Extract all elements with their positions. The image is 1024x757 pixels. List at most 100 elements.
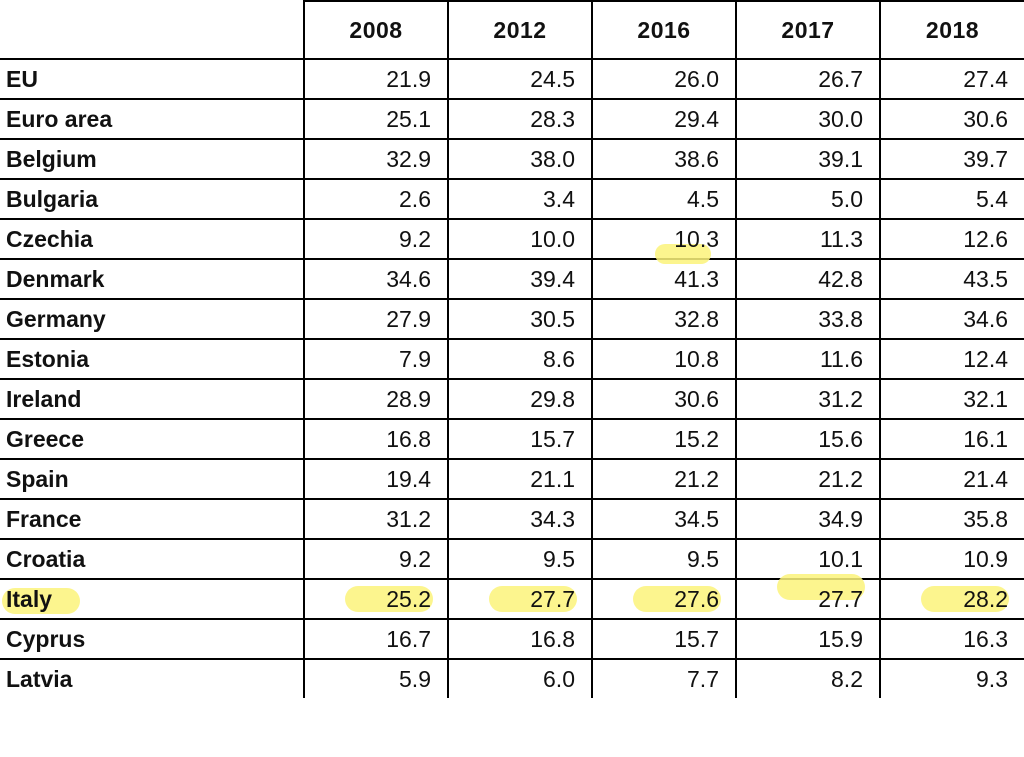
- row-label: Estonia: [0, 339, 304, 379]
- cell-value: 21.1: [448, 459, 592, 499]
- cell-value: 34.9: [736, 499, 880, 539]
- cell-value: 30.0: [736, 99, 880, 139]
- cell-value: 21.9: [304, 59, 448, 99]
- cell-value: 34.3: [448, 499, 592, 539]
- table-row: Cyprus16.716.815.715.916.3: [0, 619, 1024, 659]
- header-col-0: 2008: [304, 1, 448, 59]
- cell-value: 38.6: [592, 139, 736, 179]
- cell-value: 27.6: [592, 579, 736, 619]
- cell-value: 28.3: [448, 99, 592, 139]
- cell-value: 30.6: [880, 99, 1024, 139]
- cell-value: 10.1: [736, 539, 880, 579]
- cell-value: 9.2: [304, 219, 448, 259]
- table-row: Euro area25.128.329.430.030.6: [0, 99, 1024, 139]
- header-blank: [0, 1, 304, 59]
- cell-value: 28.2: [880, 579, 1024, 619]
- row-label: Ireland: [0, 379, 304, 419]
- cell-value: 21.2: [592, 459, 736, 499]
- cell-value: 12.6: [880, 219, 1024, 259]
- cell-value: 31.2: [736, 379, 880, 419]
- cell-value: 25.1: [304, 99, 448, 139]
- table-row: France31.234.334.534.935.8: [0, 499, 1024, 539]
- cell-value: 9.5: [592, 539, 736, 579]
- table-row: EU21.924.526.026.727.4: [0, 59, 1024, 99]
- row-label: Cyprus: [0, 619, 304, 659]
- cell-value: 28.9: [304, 379, 448, 419]
- cell-value: 27.7: [736, 579, 880, 619]
- cell-value: 32.8: [592, 299, 736, 339]
- cell-value: 42.8: [736, 259, 880, 299]
- cell-value: 10.3: [592, 219, 736, 259]
- cell-value: 30.5: [448, 299, 592, 339]
- cell-value: 38.0: [448, 139, 592, 179]
- row-label: Greece: [0, 419, 304, 459]
- header-row: 2008 2012 2016 2017 2018: [0, 1, 1024, 59]
- row-label: Germany: [0, 299, 304, 339]
- data-table: 2008 2012 2016 2017 2018 EU21.924.526.02…: [0, 0, 1024, 698]
- cell-value: 34.6: [304, 259, 448, 299]
- cell-value: 34.5: [592, 499, 736, 539]
- cell-value: 6.0: [448, 659, 592, 698]
- row-label: Bulgaria: [0, 179, 304, 219]
- cell-value: 8.2: [736, 659, 880, 698]
- row-label: Belgium: [0, 139, 304, 179]
- cell-value: 26.7: [736, 59, 880, 99]
- cell-value: 16.7: [304, 619, 448, 659]
- cell-value: 41.3: [592, 259, 736, 299]
- cell-value: 3.4: [448, 179, 592, 219]
- header-col-1: 2012: [448, 1, 592, 59]
- row-label: Spain: [0, 459, 304, 499]
- table-row: Greece16.815.715.215.616.1: [0, 419, 1024, 459]
- table-row: Croatia9.29.59.510.110.9: [0, 539, 1024, 579]
- row-label: France: [0, 499, 304, 539]
- table-row: Estonia7.98.610.811.612.4: [0, 339, 1024, 379]
- table-row: Czechia9.210.010.311.312.6: [0, 219, 1024, 259]
- cell-value: 9.5: [448, 539, 592, 579]
- cell-value: 10.9: [880, 539, 1024, 579]
- row-label: EU: [0, 59, 304, 99]
- cell-value: 9.3: [880, 659, 1024, 698]
- cell-value: 11.3: [736, 219, 880, 259]
- cell-value: 26.0: [592, 59, 736, 99]
- table-row: Belgium32.938.038.639.139.7: [0, 139, 1024, 179]
- cell-value: 16.3: [880, 619, 1024, 659]
- cell-value: 29.8: [448, 379, 592, 419]
- cell-value: 4.5: [592, 179, 736, 219]
- cell-value: 21.4: [880, 459, 1024, 499]
- cell-value: 27.4: [880, 59, 1024, 99]
- table-row: Ireland28.929.830.631.232.1: [0, 379, 1024, 419]
- row-label: Euro area: [0, 99, 304, 139]
- cell-value: 21.2: [736, 459, 880, 499]
- row-label: Croatia: [0, 539, 304, 579]
- cell-value: 7.9: [304, 339, 448, 379]
- cell-value: 43.5: [880, 259, 1024, 299]
- row-label: Denmark: [0, 259, 304, 299]
- cell-value: 10.8: [592, 339, 736, 379]
- cell-value: 34.6: [880, 299, 1024, 339]
- cell-value: 12.4: [880, 339, 1024, 379]
- cell-value: 5.4: [880, 179, 1024, 219]
- row-label: Czechia: [0, 219, 304, 259]
- cell-value: 19.4: [304, 459, 448, 499]
- header-col-2: 2016: [592, 1, 736, 59]
- cell-value: 31.2: [304, 499, 448, 539]
- cell-value: 29.4: [592, 99, 736, 139]
- cell-value: 15.2: [592, 419, 736, 459]
- cell-value: 24.5: [448, 59, 592, 99]
- cell-value: 15.9: [736, 619, 880, 659]
- cell-value: 32.9: [304, 139, 448, 179]
- cell-value: 16.8: [448, 619, 592, 659]
- cell-value: 8.6: [448, 339, 592, 379]
- cell-value: 25.2: [304, 579, 448, 619]
- table-row: Denmark34.639.441.342.843.5: [0, 259, 1024, 299]
- table-row: Italy25.227.727.627.728.2: [0, 579, 1024, 619]
- cell-value: 39.4: [448, 259, 592, 299]
- table-row: Latvia5.96.07.78.29.3: [0, 659, 1024, 698]
- cell-value: 11.6: [736, 339, 880, 379]
- cell-value: 2.6: [304, 179, 448, 219]
- cell-value: 33.8: [736, 299, 880, 339]
- cell-value: 5.0: [736, 179, 880, 219]
- cell-value: 15.7: [592, 619, 736, 659]
- cell-value: 27.9: [304, 299, 448, 339]
- cell-value: 32.1: [880, 379, 1024, 419]
